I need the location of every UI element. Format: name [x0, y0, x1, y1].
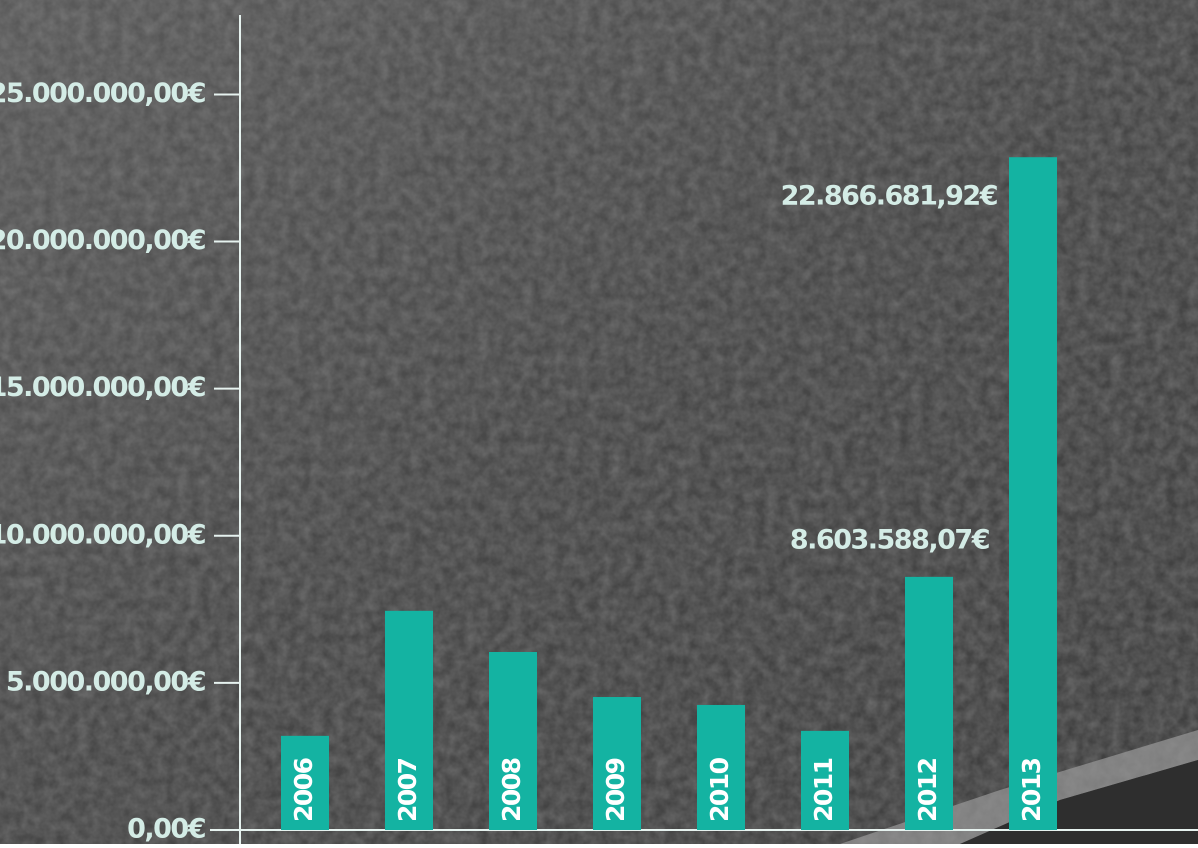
- x-tick-label: 2007: [393, 758, 422, 822]
- y-tick-label: 25.000.000,00€: [0, 78, 205, 109]
- bar: [1009, 157, 1057, 830]
- y-tick-label: 0,00€: [127, 814, 205, 845]
- bar: [489, 651, 537, 830]
- x-tick-label: 2010: [705, 757, 734, 822]
- y-tick-label: 5.000.000,00€: [6, 666, 205, 697]
- bar: [593, 697, 641, 830]
- x-tick-label: 2009: [601, 758, 630, 822]
- x-tick-label: 2013: [1017, 758, 1046, 822]
- bar: [801, 730, 849, 830]
- value-label: 8.603.588,07€: [790, 524, 989, 555]
- bar: [905, 576, 953, 830]
- y-tick-label: 20.000.000,00€: [0, 225, 205, 256]
- y-tick-label: 15.000.000,00€: [0, 372, 205, 403]
- y-tick-label: 10.000.000,00€: [0, 519, 205, 550]
- bar: [281, 735, 329, 830]
- x-tick-label: 2012: [913, 758, 942, 822]
- bar: [697, 704, 745, 830]
- value-label: 22.866.681,92€: [781, 181, 997, 212]
- x-tick-label: 2006: [289, 757, 318, 822]
- x-tick-label: 2008: [497, 758, 526, 822]
- bar: [385, 610, 433, 830]
- x-tick-label: 2011: [809, 758, 838, 822]
